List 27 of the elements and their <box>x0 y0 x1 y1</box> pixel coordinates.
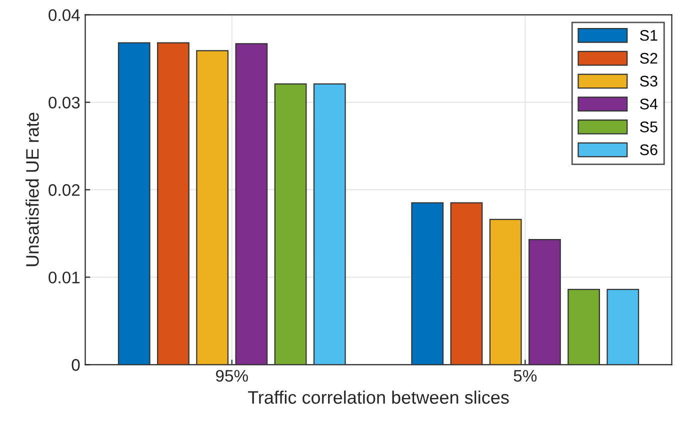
y-axis-title: Unsatisfied UE rate <box>26 112 39 266</box>
y-tick-label: 0.02 <box>48 184 80 196</box>
y-tick-label: 0.04 <box>48 9 80 22</box>
bar <box>157 42 190 365</box>
bar <box>235 43 268 365</box>
bar <box>118 42 150 365</box>
bar <box>411 202 444 365</box>
legend-label: S3 <box>640 76 658 87</box>
legend-label: S5 <box>640 122 658 132</box>
y-tick-label: 0.01 <box>48 272 80 284</box>
bar <box>568 288 600 365</box>
bar <box>450 202 483 365</box>
legend-label: S1 <box>640 30 658 41</box>
bar <box>489 218 522 365</box>
x-tick-label: 5% <box>514 370 537 382</box>
bar <box>196 50 229 365</box>
bar <box>274 83 307 365</box>
legend-label: S4 <box>640 98 658 110</box>
bar <box>313 83 346 365</box>
x-tick-label: 95% <box>216 370 248 382</box>
y-tick-label: 0.03 <box>48 96 80 108</box>
bar <box>606 288 640 365</box>
y-tick-label: 0 <box>72 359 80 371</box>
bar <box>528 239 561 365</box>
x-axis-title: Traffic correlation between slices <box>248 390 509 404</box>
legend-label: S2 <box>640 52 658 64</box>
legend-label: S6 <box>640 144 658 156</box>
